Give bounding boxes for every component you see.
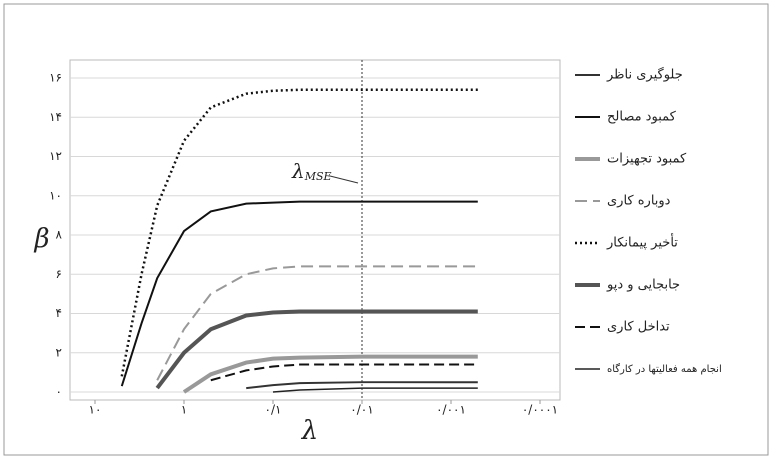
y-tick-label: ۱۴ [49,110,62,124]
y-tick-label: ۰ [56,385,62,399]
legend-label: انجام همه فعالیتها در کارگاه [607,363,722,375]
legend-label: کمبود تجهیزات [607,152,687,167]
legend-label: تأخیر پیمانکار [606,233,678,251]
chart: β λ ۰۲۴۶۸۱۰۱۲۱۴۱۶۱۰۱۰/۱۰/۰۱۰/۰۰۱۰/۰۰۰۱λM… [0,0,772,459]
x-tick-label: ۱۰ [89,403,102,417]
y-tick-label: ۱۰ [49,188,62,202]
x-tick-label: ۰/۰۰۰۱ [522,403,558,417]
y-tick-label: ۸ [56,228,63,242]
y-tick-label: ۶ [56,267,62,281]
legend-label: جلوگیری ناظر [606,67,683,83]
legend-label: کمبود مصالح [607,110,677,125]
legend-label: دوباره کاری [607,194,671,209]
x-tick-label: ۰/۱ [265,403,282,417]
x-axis-label: λ [301,416,318,446]
x-tick-label: ۱ [181,403,187,417]
annotation-subscript: MSE [304,170,332,183]
y-axis-label: β [33,224,49,254]
legend-label: تداخل کاری [607,320,670,335]
y-tick-label: ۱۶ [49,71,62,85]
annotation-symbol: λ [291,159,305,183]
x-tick-label: ۰/۰۱ [350,403,373,417]
x-tick-label: ۰/۰۰۱ [436,403,466,417]
y-tick-label: ۴ [56,306,62,320]
y-tick-label: ۲ [56,345,62,359]
legend-label: جابجایی و دپو [606,278,680,293]
y-tick-label: ۱۲ [49,149,62,163]
